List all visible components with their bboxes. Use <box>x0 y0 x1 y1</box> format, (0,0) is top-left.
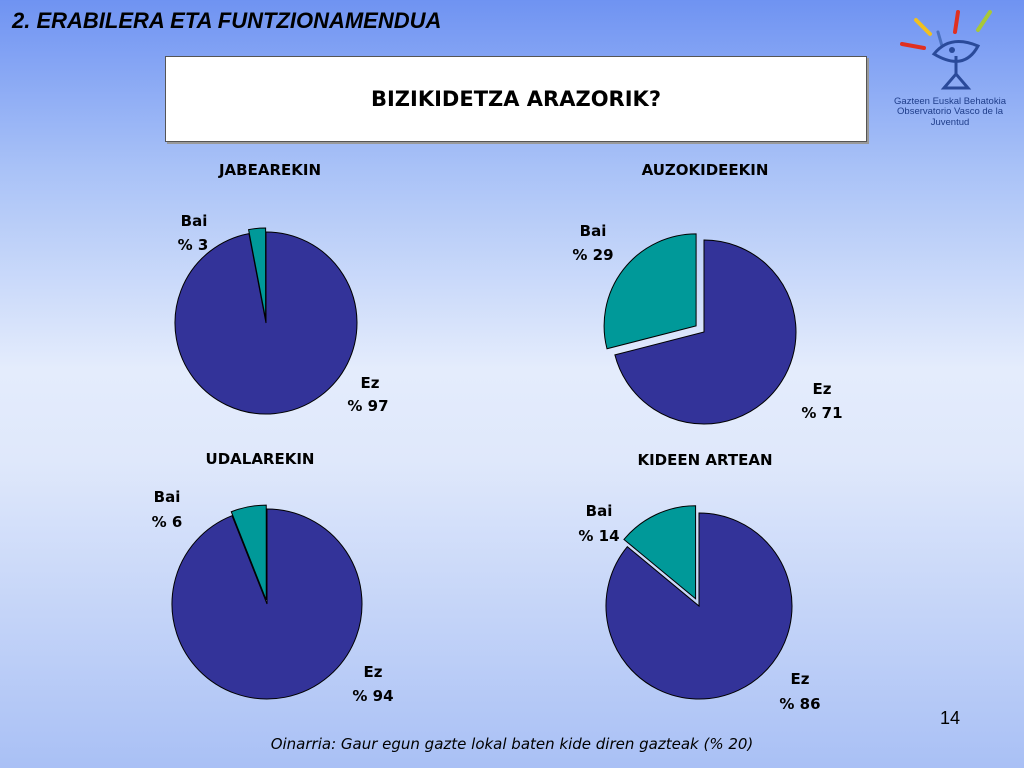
kideen-artean-title: KIDEEN ARTEAN <box>637 451 772 469</box>
auzokideekin-slice-bai <box>603 233 697 350</box>
logo-text-line1: Gazteen Euskal Behatokia <box>894 96 1006 107</box>
kideen-artean-label-ez-value: % 86 <box>779 695 820 713</box>
kideen-artean-slice-bai <box>623 505 697 600</box>
udalarekin-label-bai-value: % 6 <box>152 513 183 531</box>
jabearekin-label-ez-value: % 97 <box>347 397 388 415</box>
kideen-artean-label-ez-name: Ez <box>791 670 810 688</box>
section-title: 2. ERABILERA ETA FUNTZIONAMENDUA <box>12 8 442 33</box>
kideen-artean-label-bai-value: % 14 <box>578 527 619 545</box>
kideen-artean-slice-ez <box>605 512 793 700</box>
auzokideekin-label-ez-name: Ez <box>813 380 832 398</box>
footnote: Oinarria: Gaur egun gazte lokal baten ki… <box>270 735 754 753</box>
logo-text-line2: Observatorio Vasco de la Juventud <box>897 106 1003 128</box>
udalarekin-title: UDALAREKIN <box>206 450 315 468</box>
auzokideekin-label-bai-value: % 29 <box>572 246 613 264</box>
kideen-artean-label-bai-name: Bai <box>586 502 613 520</box>
auzokideekin-slice-ez <box>614 239 797 425</box>
jabearekin-slice-ez <box>174 231 358 415</box>
auzokideekin-label-bai-name: Bai <box>580 222 607 240</box>
jabearekin-slice-bai <box>247 227 267 320</box>
udalarekin-label-ez-name: Ez <box>364 663 383 681</box>
auzokideekin-label-ez-value: % 71 <box>801 404 842 422</box>
udalarekin-label-ez-value: % 94 <box>352 687 393 705</box>
udalarekin-label-bai-name: Bai <box>154 488 181 506</box>
jabearekin-label-bai-name: Bai <box>181 212 208 230</box>
jabearekin-title: JABEAREKIN <box>218 161 321 179</box>
jabearekin-label-bai-value: % 3 <box>178 236 209 254</box>
logo-icon <box>900 10 992 90</box>
title-box: BIZIKIDETZA ARAZORIK? <box>165 56 867 142</box>
page-number: 14 <box>940 708 961 728</box>
auzokideekin-title: AUZOKIDEEKIN <box>642 161 769 179</box>
main-title: BIZIKIDETZA ARAZORIK? <box>370 87 662 111</box>
udalarekin-slice-bai <box>230 504 267 601</box>
udalarekin-slice-ez <box>171 508 363 700</box>
jabearekin-label-ez-name: Ez <box>361 374 380 392</box>
